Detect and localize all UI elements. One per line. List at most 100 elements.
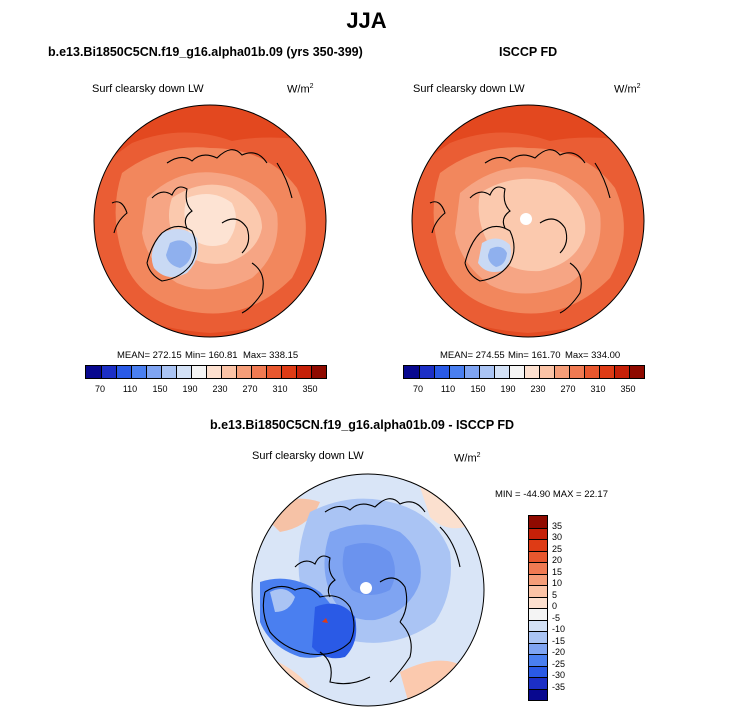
colorbar-model-swatch <box>191 366 206 378</box>
colorbar-difference-tick-label: -10 <box>552 624 566 634</box>
panel-obs-mean: MEAN= 274.55 <box>440 350 505 361</box>
panel-obs-max: Max= 334.00 <box>565 350 621 361</box>
colorbar-model-swatch <box>176 366 191 378</box>
colorbar-difference-swatch <box>529 585 547 597</box>
colorbar-obs-tick-label: 190 <box>500 384 516 394</box>
colorbar-difference-tick-label: 30 <box>552 532 563 542</box>
colorbar-obs-swatch <box>419 366 434 378</box>
colorbar-model-swatch <box>116 366 131 378</box>
colorbar-model-swatch <box>236 366 251 378</box>
colorbar-model-tick-label: 310 <box>272 384 288 394</box>
colorbar-model-swatch <box>281 366 296 378</box>
colorbar-difference-swatch <box>529 516 547 528</box>
colorbar-difference-swatch <box>529 631 547 643</box>
colorbar-model-tick-label: 190 <box>182 384 198 394</box>
season-title: JJA <box>346 8 387 33</box>
colorbar-difference-tick-label: 15 <box>552 566 563 577</box>
colorbar-model-swatch <box>86 366 101 378</box>
colorbar-model-swatch <box>161 366 176 378</box>
colorbar-difference-swatch <box>529 619 547 631</box>
colorbar-obs-tick-label: 70 <box>412 384 423 394</box>
colorbar-difference-swatch <box>529 654 547 666</box>
polar-map-model <box>93 104 327 338</box>
colorbar-model-swatch <box>131 366 146 378</box>
polar-map-difference <box>251 473 485 707</box>
panel-diff-unit: W/m2 <box>454 452 481 465</box>
colorbar-difference-tick-label: 5 <box>552 589 558 600</box>
colorbar-obs-tick-label: 150 <box>470 384 486 394</box>
colorbar-model <box>85 365 327 379</box>
colorbar-obs-swatch <box>464 366 479 378</box>
colorbar-obs-swatch <box>404 366 419 378</box>
colorbar-difference-tick-label: -35 <box>552 681 566 692</box>
colorbar-obs-swatch <box>569 366 584 378</box>
colorbar-obs-swatch <box>584 366 599 378</box>
polar-map-obs <box>411 104 645 338</box>
colorbar-difference-tick-label: 10 <box>552 578 563 588</box>
colorbar-obs-swatch <box>449 366 464 378</box>
panel-diff-title: b.e13.Bi1850C5CN.f19_g16.alpha01b.09 - I… <box>210 418 515 432</box>
colorbar-model-swatch <box>206 366 221 378</box>
colorbar-obs-swatch <box>509 366 524 378</box>
colorbar-obs-swatch <box>554 366 569 378</box>
colorbar-model-swatch <box>266 366 281 378</box>
panel-diff-variable: Surf clearsky down LW <box>252 450 364 462</box>
colorbar-difference-tick-label: -30 <box>552 670 566 680</box>
colorbar-difference-swatch <box>529 527 547 539</box>
panel-model-min: Min= 160.81 <box>185 350 238 361</box>
colorbar-difference-tick-label: -25 <box>552 658 566 669</box>
colorbar-difference-tick-label: 35 <box>552 520 563 531</box>
panel-obs-unit: W/m2 <box>614 83 641 96</box>
colorbar-difference-swatch <box>529 573 547 585</box>
panel-model-max: Max= 338.15 <box>243 350 299 361</box>
colorbar-obs-swatch <box>524 366 539 378</box>
colorbar-difference-swatch <box>529 550 547 562</box>
colorbar-obs-swatch <box>479 366 494 378</box>
colorbar-model-tick-label: 70 <box>94 384 105 394</box>
colorbar-obs-tick-label: 350 <box>620 384 636 394</box>
colorbar-model-swatch <box>101 366 116 378</box>
colorbar-obs-swatch <box>539 366 554 378</box>
colorbar-difference-tick-label: -15 <box>552 635 566 646</box>
colorbar-difference-swatch <box>529 539 547 551</box>
colorbar-obs-swatch <box>434 366 449 378</box>
panel-obs-variable: Surf clearsky down LW <box>413 83 525 95</box>
colorbar-obs-tick-label: 230 <box>530 384 546 394</box>
panel-obs-title: ISCCP FD <box>499 45 558 59</box>
colorbar-model-swatch <box>251 366 266 378</box>
colorbar-difference-tick-label: -5 <box>552 612 561 623</box>
panel-model-title: b.e13.Bi1850C5CN.f19_g16.alpha01b.09 (yr… <box>48 45 363 59</box>
colorbar-difference <box>528 515 548 701</box>
colorbar-model-swatch <box>296 366 311 378</box>
colorbar-difference-swatch <box>529 688 547 700</box>
colorbar-obs-swatch <box>614 366 629 378</box>
colorbar-difference-swatch <box>529 608 547 620</box>
colorbar-obs-tick-label: 270 <box>560 384 576 394</box>
colorbar-difference-tick-label: 0 <box>552 601 558 611</box>
colorbar-model-ticks: 70 110 150 190 230 270 310 350 <box>85 382 325 396</box>
colorbar-obs-swatch <box>629 366 644 378</box>
colorbar-model-tick-label: 150 <box>152 384 168 394</box>
colorbar-obs-ticks: 70 110 150 190 230 270 310 350 <box>403 382 643 396</box>
colorbar-difference-swatch <box>529 642 547 654</box>
colorbar-difference-tick-label: -20 <box>552 647 566 657</box>
colorbar-model-tick-label: 270 <box>242 384 258 394</box>
panel-model-variable: Surf clearsky down LW <box>92 83 204 95</box>
colorbar-difference-swatch <box>529 665 547 677</box>
panel-model-mean: MEAN= 272.15 <box>117 350 182 361</box>
colorbar-model-swatch <box>221 366 236 378</box>
colorbar-obs-swatch <box>494 366 509 378</box>
colorbar-difference-swatch <box>529 562 547 574</box>
colorbar-model-swatch <box>311 366 326 378</box>
colorbar-obs-tick-label: 310 <box>590 384 606 394</box>
colorbar-difference-tick-label: 25 <box>552 543 563 554</box>
colorbar-model-swatch <box>146 366 161 378</box>
colorbar-difference-swatch <box>529 677 547 689</box>
colorbar-difference-swatch <box>529 596 547 608</box>
colorbar-obs <box>403 365 645 379</box>
panel-model-unit: W/m2 <box>287 83 314 96</box>
colorbar-model-tick-label: 350 <box>302 384 318 394</box>
colorbar-difference-ticks: 35 30 25 20 15 10 5 0 -5 -10 -15 -20 -25 -30 -35 <box>552 515 582 707</box>
panel-diff-minmax: MIN = -44.90 MAX = 22.17 <box>495 489 609 500</box>
colorbar-model-tick-label: 230 <box>212 384 228 394</box>
